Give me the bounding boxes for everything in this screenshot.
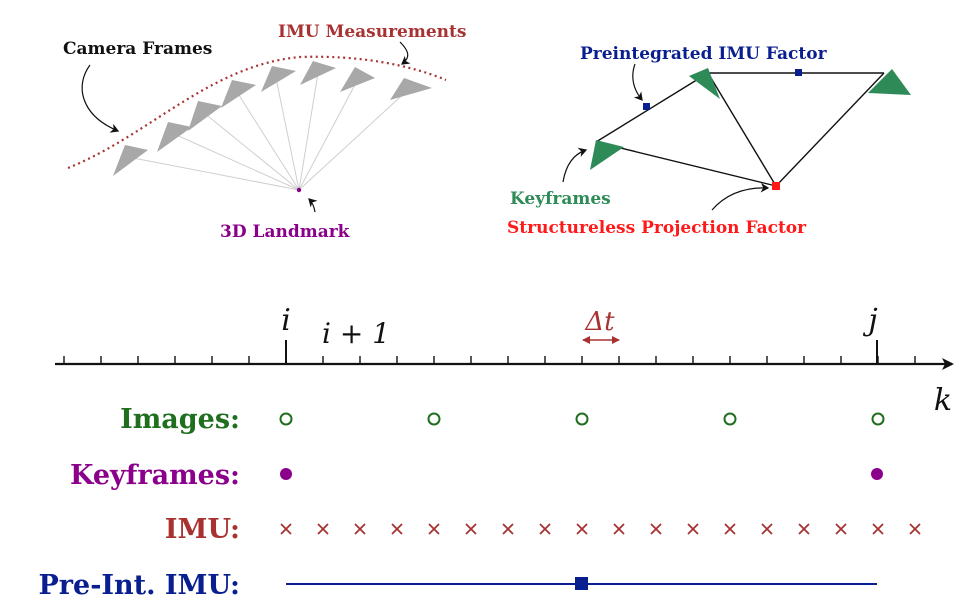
imu-sample bbox=[650, 523, 662, 535]
keyframes-callout bbox=[562, 147, 588, 183]
imu-sample bbox=[798, 523, 810, 535]
imu-measurement-curve bbox=[67, 55, 447, 170]
preintegrated-factor-node bbox=[795, 69, 802, 76]
tick-label-i: i bbox=[281, 303, 291, 338]
imu-measurements-callout bbox=[399, 41, 411, 65]
keyframe bbox=[590, 140, 624, 170]
keyframes bbox=[590, 68, 911, 170]
imu-sample bbox=[613, 523, 625, 535]
preint-imu-factor bbox=[575, 577, 588, 590]
preint-row bbox=[286, 577, 877, 590]
camera-frames-label: Camera Frames bbox=[63, 39, 212, 59]
imu-sample bbox=[391, 523, 403, 535]
row-labels: Images: Keyframes: IMU: Pre-Int. IMU: bbox=[38, 404, 240, 601]
factor-graph-panel: Preintegrated IMU Factor Keyframes Struc… bbox=[507, 44, 911, 238]
imu-sample bbox=[872, 523, 884, 535]
keyframe-sample bbox=[871, 468, 883, 480]
camera-frame bbox=[157, 122, 192, 152]
image-sample bbox=[871, 412, 885, 426]
preintegrated-callout bbox=[632, 63, 643, 101]
imu-sample bbox=[317, 523, 329, 535]
time-axis-ticks bbox=[63, 356, 916, 364]
timeline: i i + 1 Δt j k bbox=[55, 303, 954, 418]
image-sample bbox=[279, 412, 293, 426]
camera-frame bbox=[221, 80, 256, 108]
structureless-factor-node bbox=[772, 182, 780, 190]
delta-t-label: Δt bbox=[584, 307, 615, 337]
images-row-label: Images: bbox=[120, 404, 240, 435]
imu-sample bbox=[539, 523, 551, 535]
landmark-rays bbox=[127, 72, 411, 191]
preint-row-label: Pre-Int. IMU: bbox=[38, 570, 240, 601]
keyframes-row-label: Keyframes: bbox=[70, 460, 240, 491]
camera-frames-callout bbox=[81, 64, 120, 133]
imu-sample bbox=[428, 523, 440, 535]
imu-measurements-label: IMU Measurements bbox=[278, 22, 466, 42]
camera-frame bbox=[340, 67, 375, 92]
keyframe-sample bbox=[280, 468, 292, 480]
keyframes-label-top: Keyframes bbox=[510, 189, 611, 209]
keyframes-row bbox=[280, 468, 883, 480]
imu-sample bbox=[502, 523, 514, 535]
axis-label-k: k bbox=[934, 383, 952, 418]
tick-label-i-plus-1: i + 1 bbox=[322, 317, 390, 350]
imu-sample bbox=[909, 523, 921, 535]
structureless-label: Structureless Projection Factor bbox=[507, 218, 807, 238]
camera-frame bbox=[188, 101, 222, 131]
imu-row-label: IMU: bbox=[165, 514, 240, 545]
camera-frames bbox=[113, 61, 432, 176]
imu-sample bbox=[835, 523, 847, 535]
tick-label-j: j bbox=[862, 303, 877, 338]
image-sample bbox=[427, 412, 441, 426]
structureless-callout bbox=[711, 182, 770, 211]
camera-frame bbox=[261, 66, 296, 92]
keyframe bbox=[689, 68, 720, 99]
imu-sample bbox=[280, 523, 292, 535]
image-sample bbox=[575, 412, 589, 426]
imu-sample bbox=[576, 523, 588, 535]
camera-frame bbox=[113, 145, 148, 176]
keyframe bbox=[868, 69, 911, 95]
camera-frame bbox=[390, 78, 432, 100]
imu-sample bbox=[687, 523, 699, 535]
imu-row bbox=[280, 523, 921, 535]
image-sample bbox=[723, 412, 737, 426]
imu-sample bbox=[724, 523, 736, 535]
landmark-point bbox=[296, 187, 302, 193]
imu-sample bbox=[761, 523, 773, 535]
preintegrated-label: Preintegrated IMU Factor bbox=[580, 44, 828, 64]
imu-sample bbox=[465, 523, 477, 535]
preintegrated-factor-node bbox=[643, 103, 650, 110]
camera-panel: Camera Frames IMU Measurements 3D Landma… bbox=[63, 22, 466, 242]
imu-sample bbox=[354, 523, 366, 535]
images-row bbox=[279, 412, 885, 426]
factor-edges bbox=[595, 72, 885, 187]
landmark-label: 3D Landmark bbox=[220, 222, 351, 242]
landmark-callout bbox=[308, 198, 318, 213]
camera-frame bbox=[300, 61, 336, 85]
